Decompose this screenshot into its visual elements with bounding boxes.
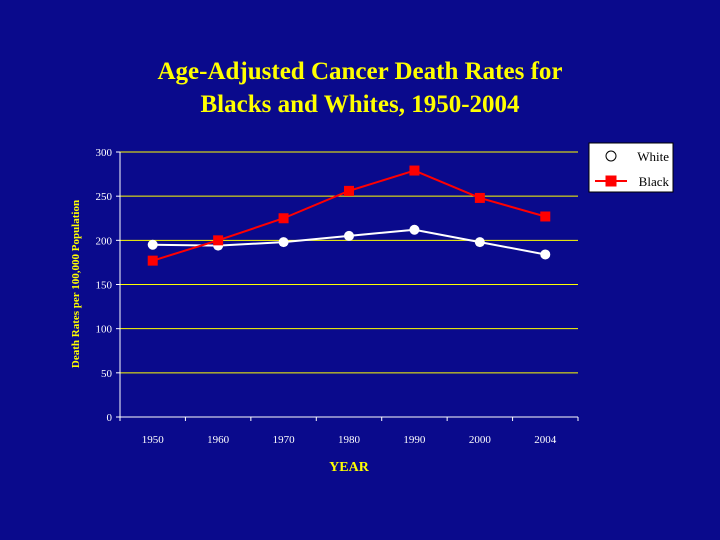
y-tick-label: 300	[96, 147, 113, 159]
x-tick-label: 1950	[142, 434, 165, 446]
x-tick-label: 1970	[273, 434, 296, 446]
data-point-black	[213, 235, 224, 246]
legend-label-white: White	[637, 149, 669, 164]
x-axis-label: YEAR	[329, 460, 370, 475]
data-point-white	[344, 230, 354, 241]
data-point-black	[278, 213, 289, 224]
legend-marker-black	[605, 175, 617, 187]
data-point-white	[147, 239, 158, 250]
y-tick-label: 0	[107, 412, 113, 424]
title-line-2: Blacks and Whites, 1950-2004	[200, 91, 520, 118]
x-tick-label: 2004	[534, 434, 557, 446]
legend-box	[588, 142, 674, 193]
data-point-white	[474, 237, 485, 248]
legend-label-black: Black	[639, 174, 670, 189]
x-tick-label: 2000	[469, 434, 492, 446]
data-point-black	[409, 165, 420, 176]
chart-title: Age-Adjusted Cancer Death Rates for Blac…	[0, 55, 720, 121]
y-tick-label: 150	[96, 280, 113, 292]
y-axis-label: Death Rates per 100,000 Population	[70, 200, 82, 368]
data-point-white	[278, 237, 289, 248]
y-tick-label: 100	[96, 324, 113, 336]
y-tick-label: 200	[96, 235, 113, 247]
title-line-1: Age-Adjusted Cancer Death Rates for	[157, 58, 563, 85]
data-point-black	[540, 211, 551, 222]
y-tick-label: 250	[96, 191, 113, 203]
x-tick-label: 1960	[207, 434, 230, 446]
x-tick-label: 1980	[338, 434, 361, 446]
x-tick-label: 1990	[403, 434, 426, 446]
legend-marker-white	[605, 150, 617, 162]
data-point-black	[147, 255, 158, 266]
data-point-white	[540, 249, 551, 260]
series-line-black	[152, 169, 546, 262]
data-point-white	[409, 224, 420, 235]
data-point-black	[474, 192, 485, 203]
y-tick-label: 50	[101, 368, 113, 380]
data-point-black	[344, 185, 354, 196]
